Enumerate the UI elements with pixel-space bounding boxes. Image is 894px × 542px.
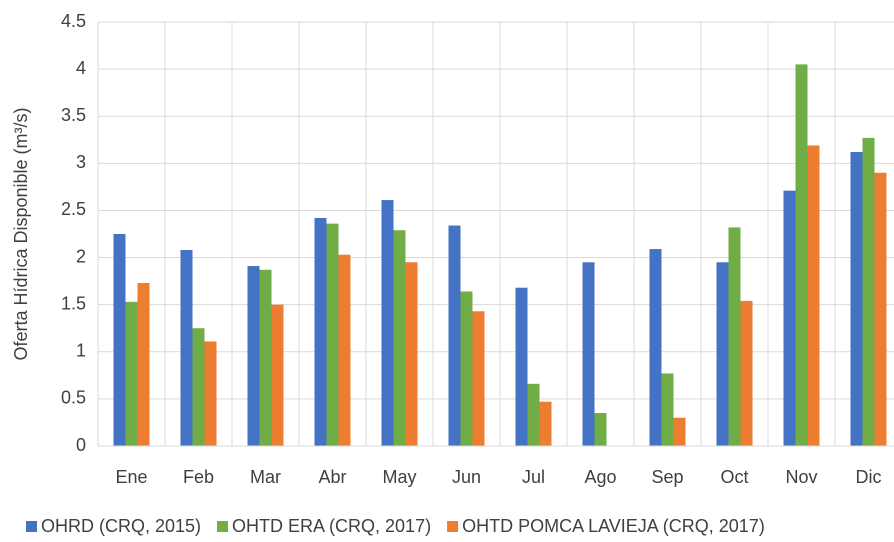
y-axis-label: Oferta Hídrica Disponible (m³/s) [11, 107, 31, 360]
y-tick-label: 1 [76, 341, 86, 361]
x-tick-label: Dic [856, 467, 882, 487]
bar [862, 137, 875, 447]
bar [728, 227, 741, 446]
x-tick-label: Feb [183, 467, 214, 487]
bar [271, 304, 284, 446]
bar [740, 300, 753, 446]
bar [137, 282, 150, 446]
y-tick-label: 2.5 [61, 199, 86, 219]
bar [460, 291, 473, 446]
bar [204, 341, 217, 446]
y-tick-label: 3 [76, 152, 86, 172]
x-tick-label: Ago [584, 467, 616, 487]
y-tick-label: 4.5 [61, 11, 86, 31]
bar [192, 328, 205, 446]
legend-swatch [26, 521, 37, 532]
bar [448, 225, 461, 446]
x-tick-label: Ene [115, 467, 147, 487]
y-tick-label: 3.5 [61, 105, 86, 125]
bar [716, 262, 729, 446]
x-tick-label: Mar [250, 467, 281, 487]
bar [874, 172, 887, 446]
bar [783, 190, 796, 446]
x-tick-label: Jun [452, 467, 481, 487]
bar [594, 413, 607, 446]
y-tick-label: 0 [76, 435, 86, 455]
bar [247, 266, 260, 446]
bar [807, 145, 820, 447]
x-tick-label: Oct [720, 467, 748, 487]
bar [582, 262, 595, 446]
x-tick-label: May [382, 467, 416, 487]
bar [125, 301, 138, 446]
bar [381, 200, 394, 446]
y-tick-label: 2 [76, 246, 86, 266]
bar [393, 230, 406, 446]
legend-label: OHTD ERA (CRQ, 2017) [232, 516, 431, 536]
bar [649, 249, 662, 446]
legend-swatch [447, 521, 459, 532]
bar [259, 269, 272, 446]
legend-label: OHRD (CRQ, 2015) [41, 516, 201, 536]
y-tick-label: 4 [76, 58, 86, 78]
bar [850, 152, 863, 446]
bar [539, 401, 552, 446]
x-tick-label: Jul [522, 467, 545, 487]
bar [673, 417, 686, 446]
legend: OHRD (CRQ, 2015) OHTD ERA (CRQ, 2017) OHTD… [26, 516, 765, 536]
bar [515, 287, 528, 446]
y-tick-label: 0.5 [61, 388, 86, 408]
x-tick-label: Nov [785, 467, 817, 487]
legend-label: OHTD POMCA LAVIEJA (CRQ, 2017) [462, 516, 765, 536]
bar [661, 373, 674, 446]
bar [472, 311, 485, 446]
x-tick-label: Sep [651, 467, 683, 487]
y-tick-label: 1.5 [61, 293, 86, 313]
bar [326, 223, 339, 446]
bar [113, 234, 126, 446]
bar [338, 254, 351, 446]
bar [314, 217, 327, 446]
legend-swatch [217, 521, 229, 532]
bar [405, 262, 418, 446]
x-tick-label: Abr [318, 467, 346, 487]
bar [527, 383, 540, 446]
bar [180, 250, 193, 446]
bar [795, 64, 808, 447]
